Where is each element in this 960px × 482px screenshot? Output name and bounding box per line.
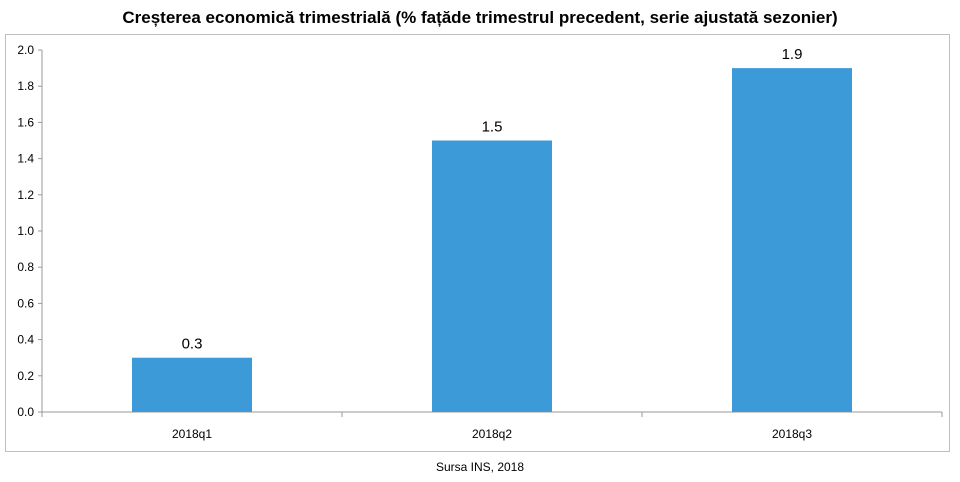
y-tick-label: 0.6 <box>17 296 34 310</box>
chart-frame <box>5 34 950 452</box>
bar <box>732 68 852 412</box>
x-tick-label: 2018q3 <box>772 427 812 441</box>
chart-title: Creșterea economică trimestrială (% față… <box>122 8 838 27</box>
data-label: 0.3 <box>182 336 203 353</box>
y-tick-label: 1.8 <box>17 79 34 93</box>
bar <box>132 357 252 412</box>
y-tick-label: 2.0 <box>17 43 34 57</box>
y-tick-label: 0.2 <box>17 369 34 383</box>
y-tick-label: 0.0 <box>17 405 34 419</box>
data-label: 1.9 <box>782 46 803 63</box>
y-tick-label: 1.6 <box>17 115 34 129</box>
y-tick-label: 0.4 <box>17 333 34 347</box>
y-tick-label: 1.4 <box>17 152 34 166</box>
x-tick-label: 2018q2 <box>472 427 512 441</box>
y-tick-label: 1.2 <box>17 188 34 202</box>
data-label: 1.5 <box>482 119 503 136</box>
y-tick-label: 0.8 <box>17 260 34 274</box>
x-tick-label: 2018q1 <box>172 427 212 441</box>
bar <box>432 140 552 412</box>
source-note: Sursa INS, 2018 <box>435 460 525 474</box>
y-tick-label: 1.0 <box>17 224 34 238</box>
